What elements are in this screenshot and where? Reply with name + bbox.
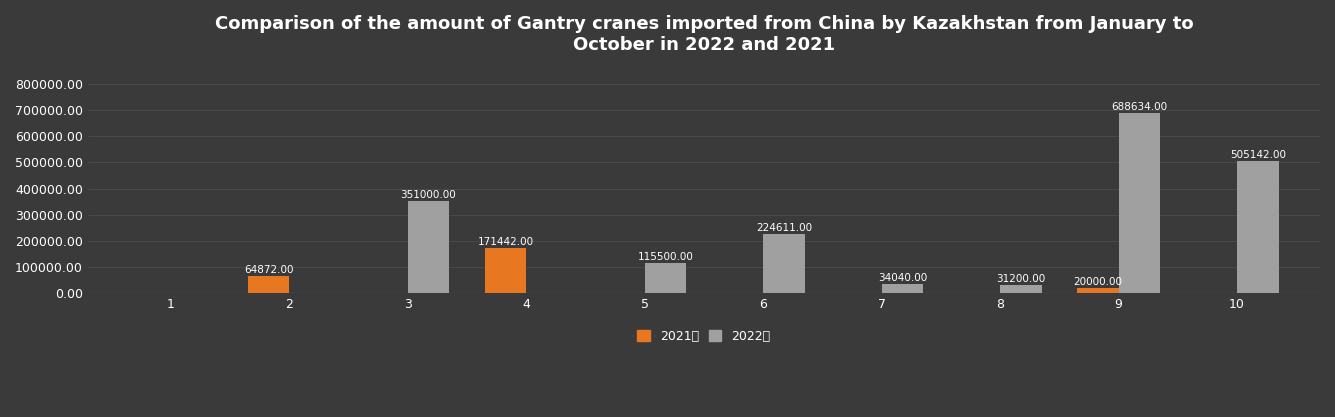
Text: 20000.00: 20000.00 — [1073, 277, 1123, 287]
Legend: 2021年, 2022年: 2021年, 2022年 — [631, 324, 777, 349]
Bar — [248, 276, 290, 293]
Bar — [881, 284, 922, 293]
Text: 224611.00: 224611.00 — [756, 224, 812, 234]
Title: Comparison of the amount of Gantry cranes imported from China by Kazakhstan from: Comparison of the amount of Gantry crane… — [215, 15, 1193, 54]
Bar — [1119, 113, 1160, 293]
Text: 34040.00: 34040.00 — [877, 274, 926, 284]
Bar — [764, 234, 805, 293]
Text: 351000.00: 351000.00 — [400, 190, 457, 200]
Text: 505142.00: 505142.00 — [1230, 150, 1286, 160]
Bar — [407, 201, 449, 293]
Bar — [485, 249, 526, 293]
Text: 31200.00: 31200.00 — [996, 274, 1045, 284]
Bar — [1000, 285, 1041, 293]
Text: 688634.00: 688634.00 — [1111, 102, 1167, 112]
Bar — [645, 263, 686, 293]
Bar — [1238, 161, 1279, 293]
Bar — [1077, 288, 1119, 293]
Text: 171442.00: 171442.00 — [478, 237, 534, 247]
Text: 115500.00: 115500.00 — [638, 252, 693, 262]
Text: 64872.00: 64872.00 — [244, 265, 294, 275]
